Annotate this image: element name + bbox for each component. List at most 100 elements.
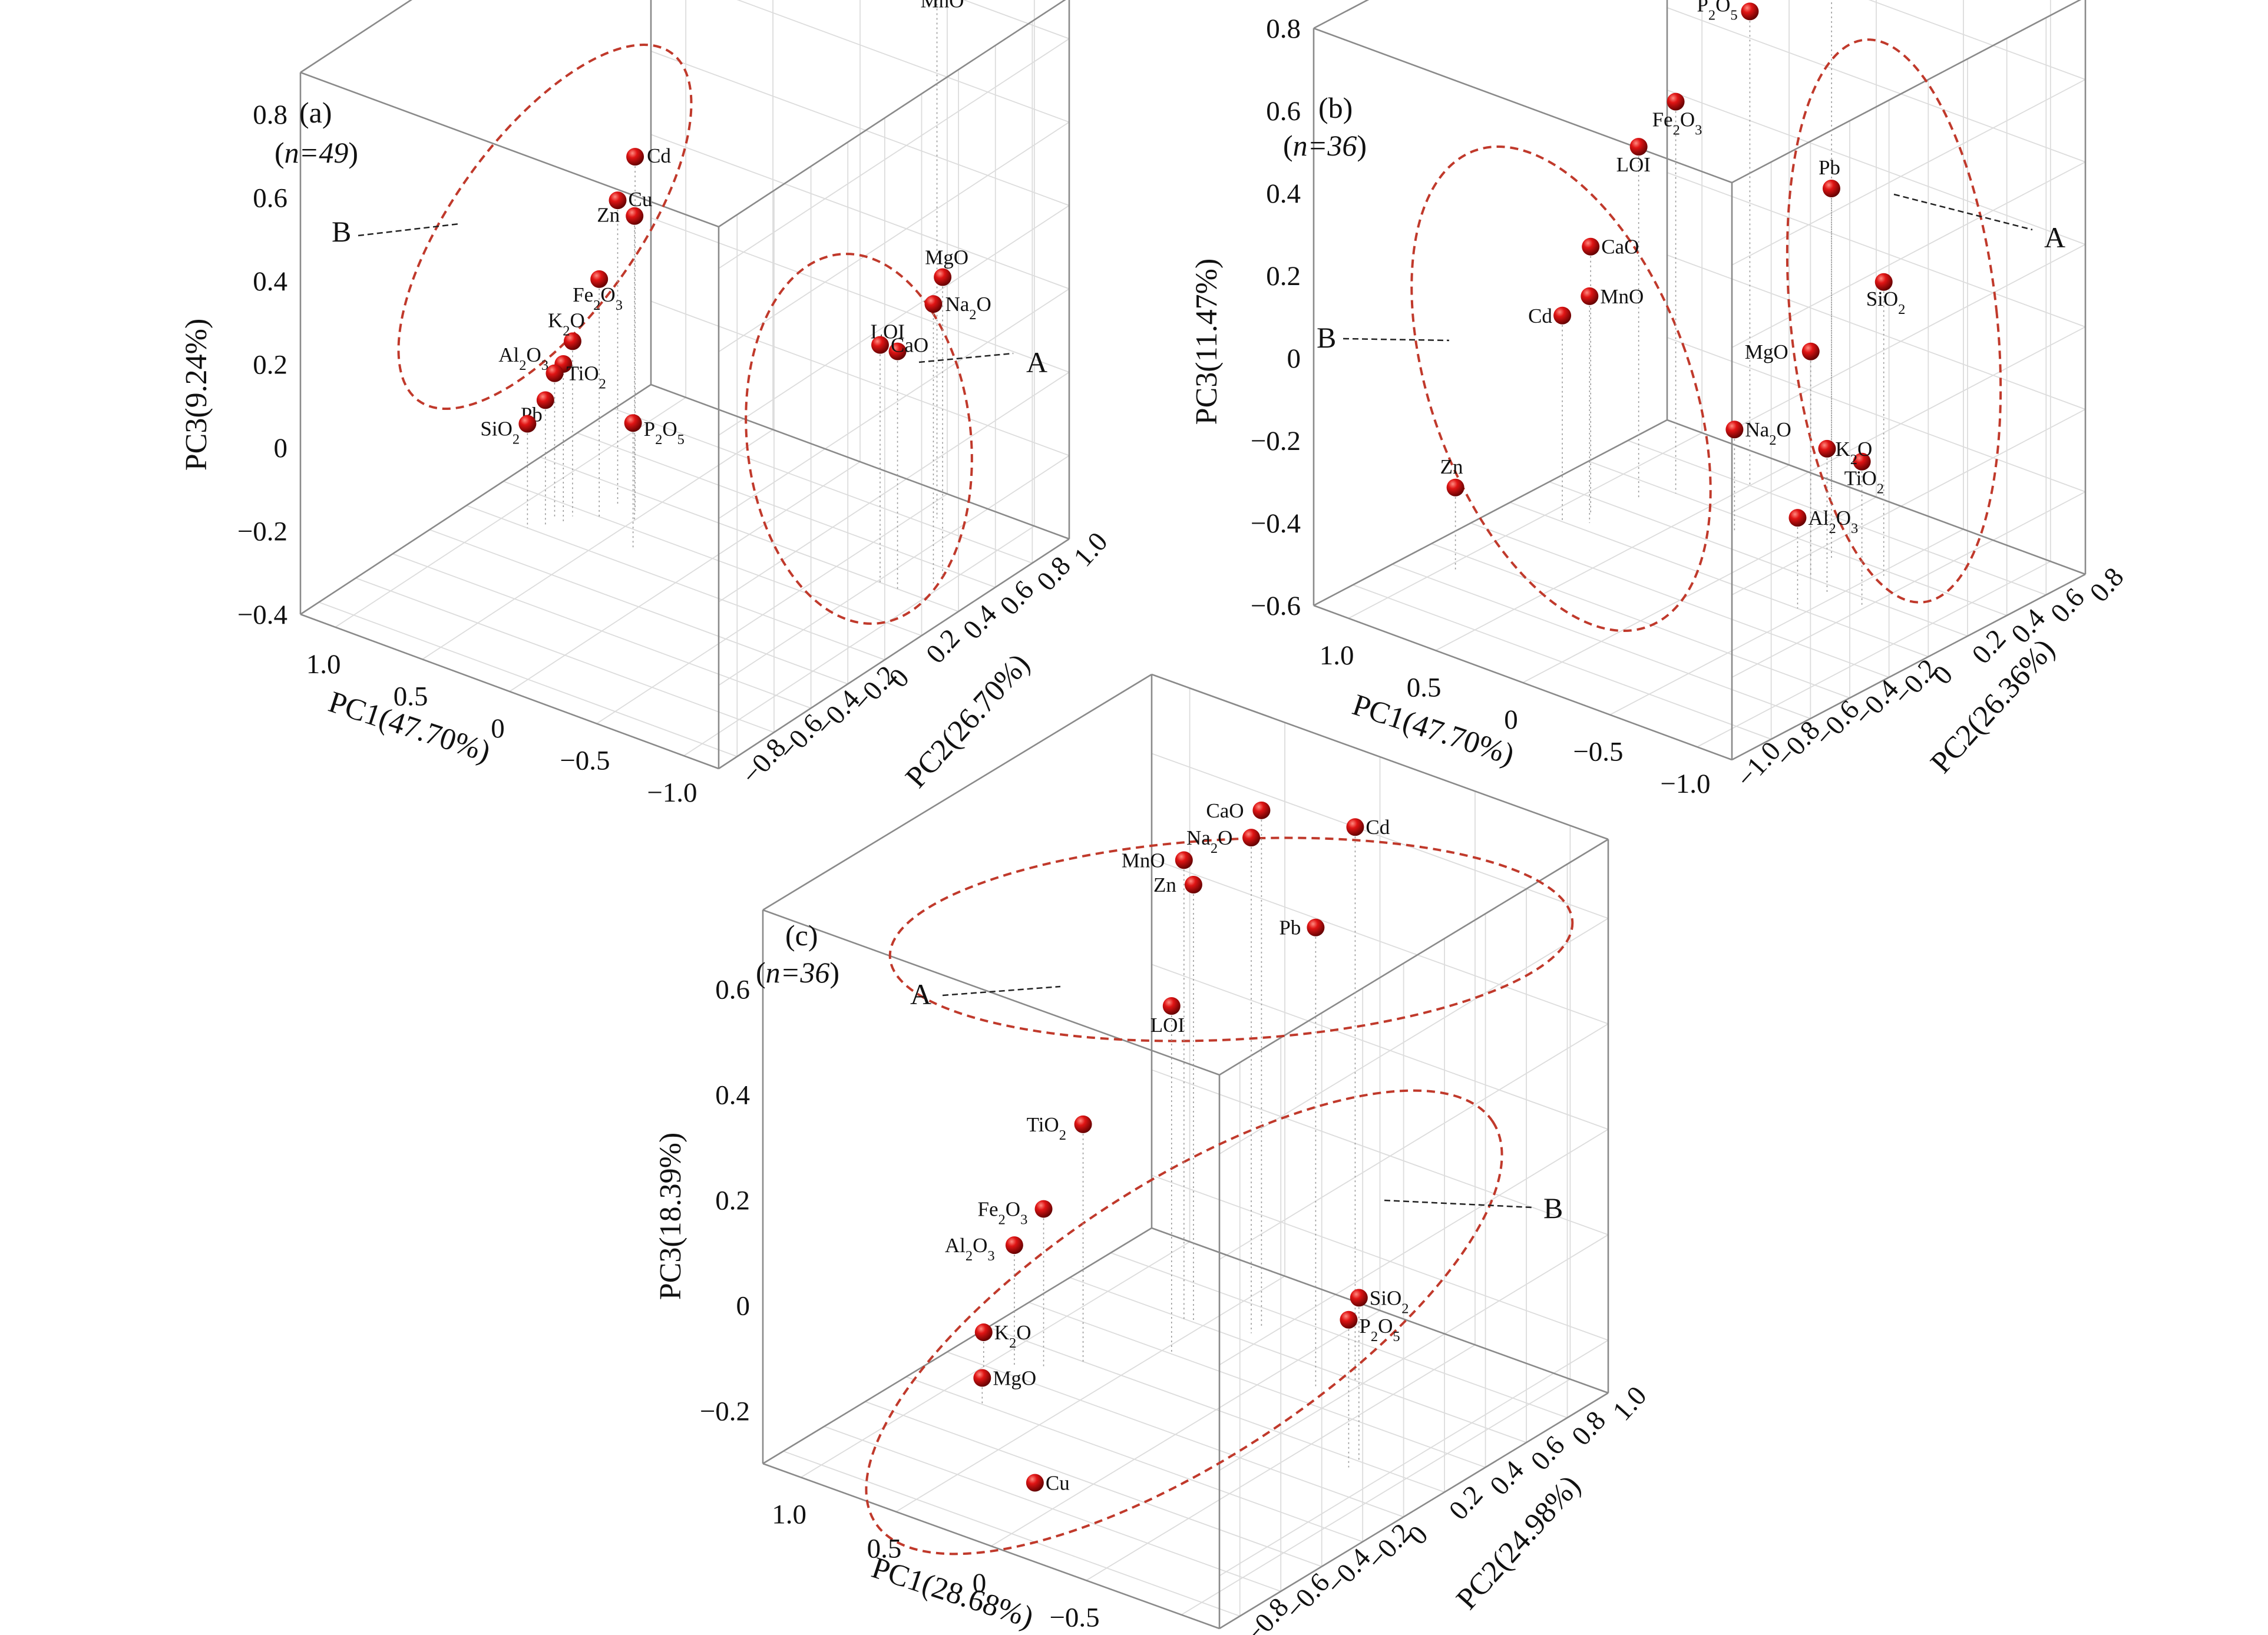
box-edge bbox=[1219, 1392, 1609, 1630]
grid-line bbox=[1549, 481, 1968, 637]
grid-line bbox=[783, 1451, 1241, 1617]
point-label: Al2O3 bbox=[498, 343, 548, 373]
n-label: (n=36) bbox=[756, 956, 839, 989]
point-label: Cd bbox=[1528, 305, 1552, 327]
n-label-text: n=49 bbox=[285, 136, 349, 169]
y-tick-label: 0.8 bbox=[2084, 562, 2130, 608]
z-tick-label: 0.2 bbox=[1266, 261, 1301, 292]
y-tick-label: 0.2 bbox=[1966, 624, 2012, 670]
y-tick-label: 0.2 bbox=[1443, 1480, 1489, 1525]
point-label: Fe2O3 bbox=[978, 1198, 1028, 1228]
group-b-leader bbox=[358, 223, 460, 237]
point-label: Pb bbox=[1819, 156, 1840, 179]
grid-line bbox=[596, 493, 948, 724]
z-tick-label: 0.2 bbox=[715, 1185, 750, 1216]
group-ellipse bbox=[865, 1089, 1503, 1555]
grid-line bbox=[1348, 432, 1702, 619]
box-edge bbox=[1667, 419, 2086, 575]
z-tick-label: 0.8 bbox=[1266, 14, 1301, 44]
point-label: Zn bbox=[1153, 873, 1176, 896]
z-tick-label: 0.6 bbox=[253, 183, 287, 213]
z-tick-label: 0.6 bbox=[1266, 96, 1301, 127]
data-point bbox=[1034, 1200, 1053, 1218]
point-label: MgO bbox=[1745, 340, 1788, 363]
z-tick-label: 0 bbox=[274, 433, 288, 464]
grid-line bbox=[1219, 1234, 1609, 1471]
y-tick-label: 1.0 bbox=[1607, 1381, 1653, 1427]
grid-line bbox=[1431, 543, 1850, 699]
box-edge bbox=[300, 383, 652, 615]
grid-line bbox=[991, 1310, 1380, 1547]
grid-line bbox=[422, 429, 773, 660]
grid-line bbox=[905, 1376, 1363, 1543]
grid-line bbox=[1510, 502, 1929, 657]
box-edge bbox=[1731, 573, 2086, 761]
grid-line bbox=[650, 51, 1070, 206]
grid-line bbox=[718, 38, 1070, 269]
point-label: MnO bbox=[921, 0, 964, 12]
point-label: K2O bbox=[548, 309, 585, 339]
grid-line bbox=[1069, 1277, 1527, 1444]
point-label: CaO bbox=[1601, 236, 1639, 259]
grid-line bbox=[1609, 528, 1964, 716]
x-tick-label: 0.5 bbox=[867, 1534, 902, 1564]
grid-line bbox=[1731, 79, 2086, 266]
point-label: Fe2O3 bbox=[1652, 108, 1702, 138]
point-label: K2O bbox=[1835, 438, 1872, 468]
grid-line bbox=[1219, 918, 1609, 1155]
data-point bbox=[609, 191, 627, 210]
grid-line bbox=[801, 1241, 1191, 1478]
data-point bbox=[563, 332, 581, 350]
x-tick-label: −1.0 bbox=[1660, 769, 1710, 799]
point-label: SiO2 bbox=[1866, 287, 1906, 317]
grid-line bbox=[650, 134, 1070, 290]
data-point bbox=[1667, 92, 1685, 111]
data-point bbox=[1346, 818, 1364, 836]
grid-line bbox=[1029, 1302, 1486, 1468]
grid-line bbox=[736, 0, 1070, 123]
grid-line bbox=[319, 601, 738, 757]
grid-lines bbox=[319, 0, 1070, 769]
box-edge bbox=[650, 383, 1070, 540]
grid-line bbox=[1181, 1378, 1571, 1616]
n-label-text: n=36 bbox=[1293, 129, 1357, 162]
point-label: SiO2 bbox=[1370, 1286, 1409, 1316]
panel-label: (a) bbox=[299, 96, 332, 129]
data-point bbox=[1741, 2, 1759, 21]
z-tick-label: 0.6 bbox=[715, 974, 750, 1005]
box-edge bbox=[300, 613, 719, 770]
box-edge bbox=[1313, 419, 1668, 607]
data-point bbox=[1242, 829, 1261, 847]
box-edge bbox=[762, 1227, 1152, 1465]
group-ellipse bbox=[888, 836, 1574, 1042]
group-ellipse bbox=[397, 43, 693, 411]
group-a-label: A bbox=[2044, 221, 2065, 254]
group-a-label: A bbox=[910, 978, 931, 1011]
point-label: MgO bbox=[993, 1367, 1036, 1390]
x-tick-label: −0.5 bbox=[560, 746, 610, 776]
grid-line bbox=[1392, 564, 1811, 719]
z-tick-label: 0.2 bbox=[253, 349, 287, 380]
grid-line bbox=[509, 461, 861, 692]
panel-box bbox=[299, 0, 1070, 770]
z-axis-label: PC3(18.39%) bbox=[654, 1133, 687, 1300]
panel-label: (c) bbox=[785, 919, 818, 952]
z-tick-label: 0 bbox=[1287, 343, 1301, 374]
y-tick-label: 0.6 bbox=[2045, 582, 2091, 628]
group-b-label: B bbox=[1543, 1192, 1563, 1224]
group-b-leader bbox=[1343, 337, 1450, 342]
drop-lines bbox=[981, 810, 1360, 1468]
data-point bbox=[1853, 452, 1871, 471]
data-point bbox=[536, 391, 554, 409]
box-edge bbox=[718, 0, 1066, 228]
z-tick-label: −0.2 bbox=[237, 516, 287, 547]
point-label: CaO bbox=[891, 334, 928, 357]
y-tick-label: 0.2 bbox=[920, 623, 966, 669]
data-point bbox=[973, 1369, 991, 1387]
data-point bbox=[871, 336, 889, 354]
point-label: SiO2 bbox=[480, 418, 520, 448]
box-edge bbox=[1313, 604, 1733, 761]
grid-line bbox=[1151, 1174, 1609, 1341]
